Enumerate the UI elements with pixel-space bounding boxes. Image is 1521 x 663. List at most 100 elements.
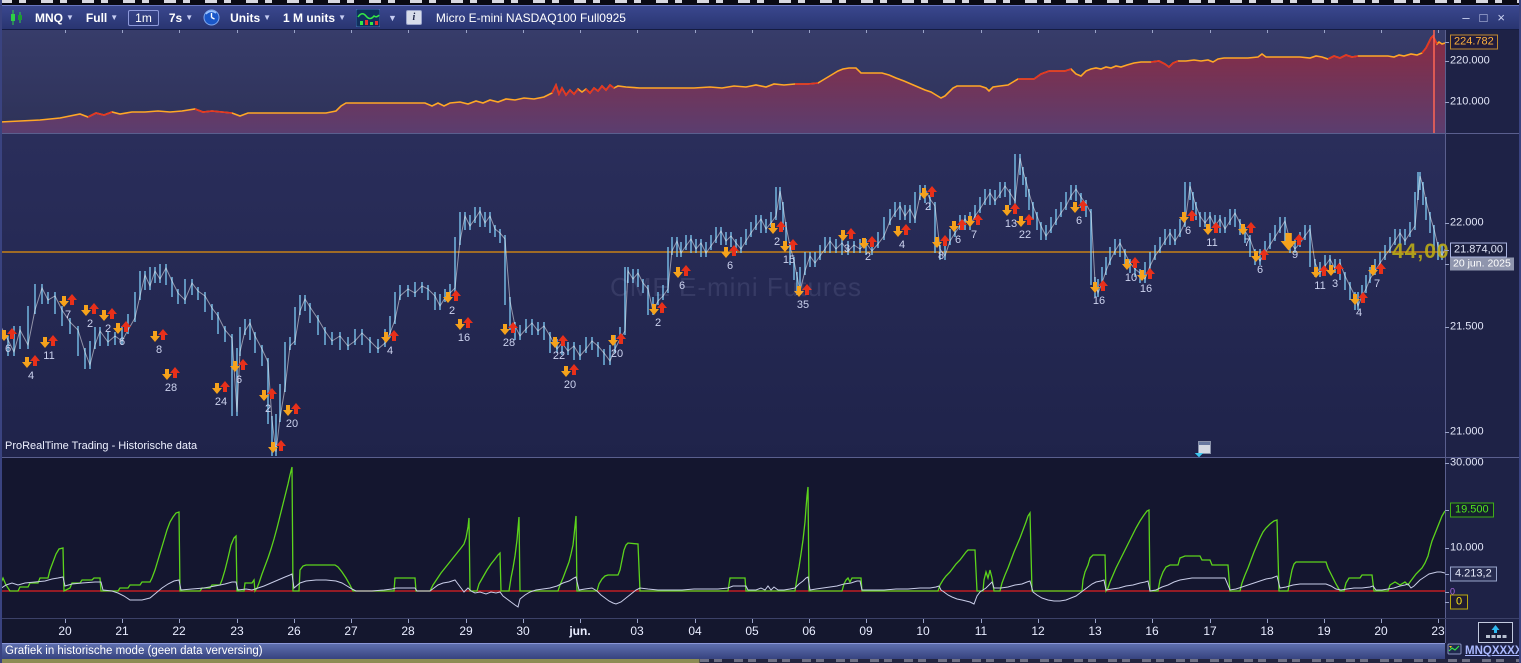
units-value-label: 1 M units [283,10,336,25]
axis-label: 20 jun. 2025 [1450,257,1514,271]
trade-marker: 6 [230,359,248,386]
axis-tick [1445,592,1449,593]
trade-marker: 6 [1070,200,1088,227]
instrument-dropdown[interactable]: MNQ ▼ [30,9,79,27]
panel-divider [0,457,1521,458]
time-label: 12 [1031,624,1045,638]
trade-marker: 2 [859,236,877,263]
svg-text:20: 20 [286,418,298,430]
time-label: 20 [1374,624,1388,638]
maximize-button[interactable]: □ [1479,10,1488,25]
time-tick [179,619,180,623]
trade-marker: 6 [1251,249,1269,276]
mini-chart-icon[interactable] [1447,642,1462,660]
axis-label: 0 [1450,594,1469,610]
trade-marker: 7 [59,294,77,321]
svg-text:2: 2 [774,236,780,248]
chevron-down-icon: ▼ [338,13,346,22]
candles [0,154,1443,456]
info-icon[interactable]: i [405,10,422,25]
svg-text:35: 35 [797,299,809,311]
price-axis[interactable] [1445,30,1521,643]
time-label: 30 [516,624,530,638]
trade-marker: 10 [1122,257,1140,284]
status-text: Grafiek in historische mode (geen data v… [5,645,263,657]
time-tick [752,30,753,33]
axis-tick [1445,574,1449,575]
range-dropdown[interactable]: Full ▼ [81,9,123,27]
svg-text:22: 22 [1019,229,1031,241]
status-bar: Grafiek in historische mode (geen data v… [0,643,1445,659]
time-tick [466,30,467,33]
time-tick [408,30,409,33]
svg-text:28: 28 [165,382,177,394]
axis-label: 21.000 [1450,425,1484,438]
interval-dropdown[interactable]: 7s ▼ [164,9,198,27]
trade-marker: 11 [40,335,58,362]
trade-marker: 7 [1368,263,1386,290]
svg-text:13: 13 [1005,218,1017,230]
time-axis[interactable] [0,619,1445,643]
calendar-event-icon[interactable] [1198,441,1211,454]
chart-style-icon[interactable] [355,8,380,27]
close-button[interactable]: × [1497,10,1505,25]
svg-text:7: 7 [1244,237,1250,249]
axis-label: 22.000 [1450,216,1484,229]
units-dropdown[interactable]: Units ▼ [225,9,276,27]
trade-marker: 4 [1350,292,1368,319]
axis-tick [1445,510,1449,511]
time-tick [637,30,638,33]
minimize-button[interactable]: – [1462,10,1470,25]
candlestick-chart-icon[interactable] [9,9,25,26]
svg-text:9: 9 [1292,249,1298,261]
exchange-watermark: CME E-mini Futures [610,272,863,302]
trade-marker: 3 [1326,263,1344,290]
trade-marker: 7 [965,214,983,241]
bar-countdown-value: 44,00 [1392,240,1450,263]
axis-tick [1445,602,1449,603]
time-label: 17 [1203,624,1217,638]
axis-tick [1445,102,1449,103]
overview-chart[interactable] [0,30,1445,133]
axis-tick [1445,264,1449,265]
svg-text:6: 6 [727,260,733,272]
time-tick [65,619,66,623]
svg-text:2: 2 [655,317,661,329]
axis-label: 0 [1450,586,1456,597]
clock-icon[interactable] [203,9,220,26]
symbol-link[interactable]: MNQXXXX [1465,645,1521,657]
svg-text:6: 6 [679,280,685,292]
time-tick [981,619,982,623]
expand-panel-button[interactable] [1478,622,1513,643]
indicator-chart[interactable] [0,458,1445,618]
chart-style-chevron[interactable]: ▼ [387,12,397,23]
time-label: 03 [630,624,644,638]
svg-text:16: 16 [1140,283,1152,295]
trade-marker: 28 [500,322,518,349]
timeframe-button[interactable]: 1m [128,9,159,26]
time-tick [580,619,581,623]
time-label: 04 [688,624,702,638]
indicator-white-line [0,571,1445,608]
time-tick [237,30,238,33]
price-line-highlight [0,157,1445,453]
time-label: 23 [230,624,244,638]
time-label: 19 [1317,624,1331,638]
svg-text:3: 3 [1332,278,1338,290]
time-tick [1381,30,1382,33]
time-tick [695,30,696,33]
trade-marker: 11 [1203,222,1221,249]
axis-label: 220.000 [1450,54,1490,67]
svg-text:2: 2 [449,305,455,317]
units-value-dropdown[interactable]: 1 M units ▼ [278,9,351,27]
svg-text:4: 4 [387,345,393,357]
svg-text:2: 2 [925,201,931,213]
time-tick [1152,619,1153,623]
svg-text:11: 11 [43,350,54,362]
svg-text:2: 2 [87,318,93,330]
time-tick [923,619,924,623]
toolbar: MNQ ▼ Full ▼ 1m 7s ▼ Units ▼ 1 M units ▼ [0,5,1521,30]
svg-text:10: 10 [1125,272,1137,284]
